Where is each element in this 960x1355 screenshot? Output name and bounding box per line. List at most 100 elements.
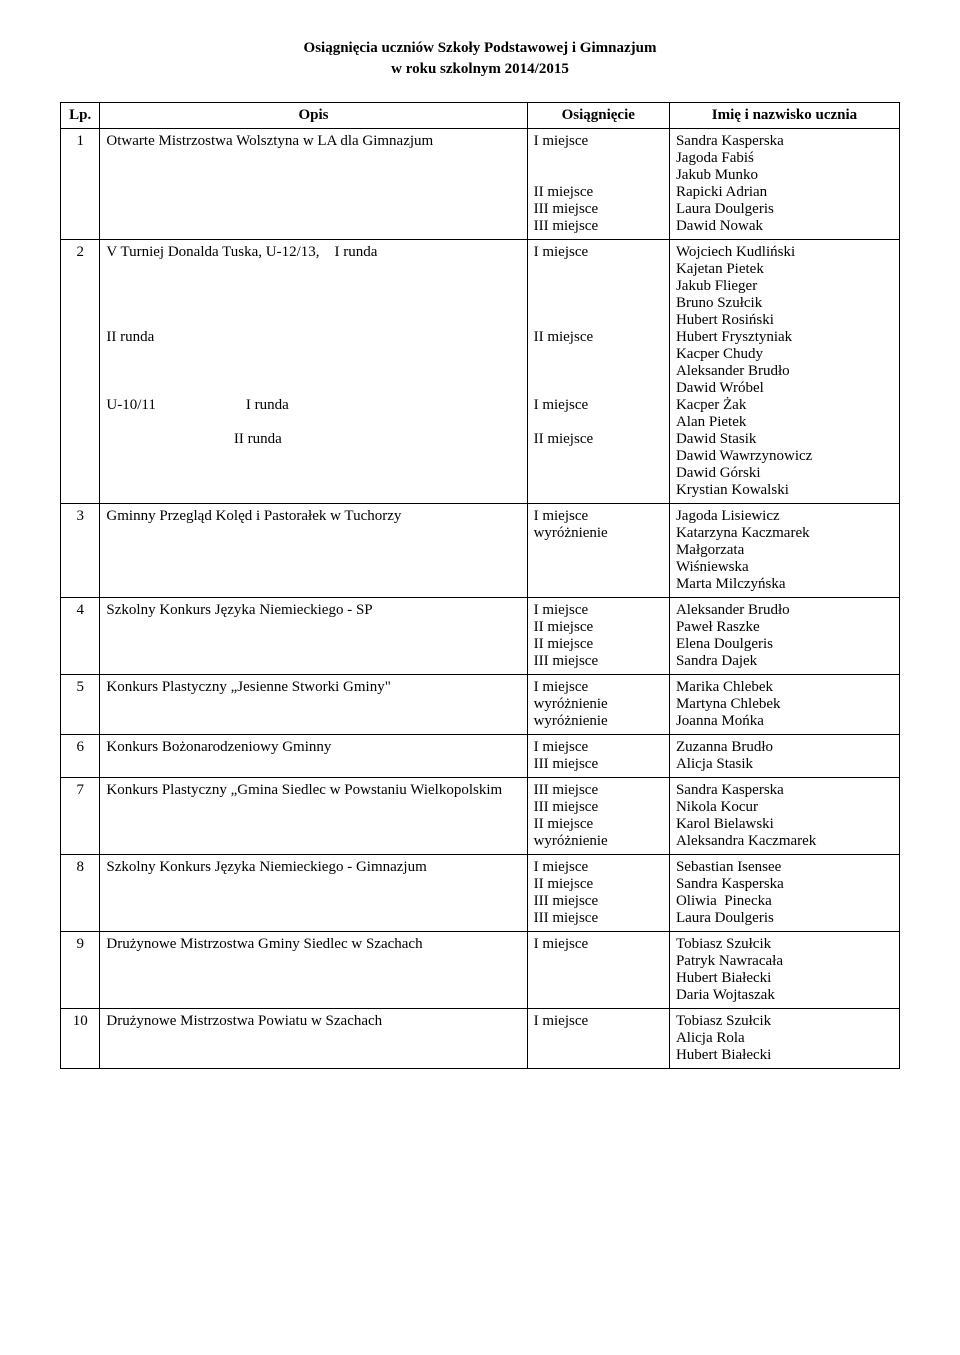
cell-imie-line: Laura Doulgeris [676,201,893,218]
table-row: 6 Konkurs Bożonarodzeniowy Gminny I miejsc… [61,735,900,778]
cell-osiagniecie-line: II miejsce [534,636,663,653]
table-body: 1Otwarte Mistrzostwa Wolsztyna w LA dla … [61,129,900,1069]
cell-imie-line: Elena Doulgeris [676,636,893,653]
cell-imie-line: Aleksander Brudło [676,363,893,380]
cell-osiagniecie: I miejsceII miejsceIII miejsceIII miejsc… [527,855,669,932]
cell-lp: 6 [61,735,100,778]
cell-imie-line: Małgorzata [676,542,893,559]
table-row: 9 Drużynowe Mistrzostwa Gminy Siedlec w S… [61,932,900,1009]
cell-opis: Konkurs Plastyczny „Gmina Siedlec w Pows… [100,778,527,855]
cell-osiagniecie: I miejscewyróżnieniewyróżnienie [527,675,669,735]
cell-imie-line: Jagoda Fabiś [676,150,893,167]
cell-opis: V Turniej Donalda Tuska, U-12/13, I rund… [100,240,527,504]
cell-lp: 1 [61,129,100,240]
cell-imie-line: Patryk Nawracała [676,953,893,970]
cell-opis: Gminny Przegląd Kolęd i Pastorałek w Tuc… [100,504,527,598]
cell-imie-line: Aleksandra Kaczmarek [676,833,893,850]
cell-imie-line: Bruno Szułcik [676,295,893,312]
cell-imie-line: Sandra Dajek [676,653,893,670]
cell-imie-line: Tobiasz Szułcik [676,1013,893,1030]
col-osiagniecie: Osiągnięcie [527,103,669,129]
cell-opis: Szkolny Konkurs Języka Niemieckiego - Gi… [100,855,527,932]
cell-osiagniecie-line: II miejsce [534,184,663,201]
cell-imie: Wojciech KudlińskiKajetan PietekJakub Fl… [669,240,899,504]
cell-imie-line: Katarzyna Kaczmarek [676,525,893,542]
cell-opis-line [106,346,520,363]
cell-osiagniecie-line: I miejsce [534,739,663,756]
cell-imie-line: Martyna Chlebek [676,696,893,713]
cell-opis-line [106,363,520,380]
cell-imie-line: Rapicki Adrian [676,184,893,201]
cell-imie-line: Hubert Rosiński [676,312,893,329]
cell-imie-line: Hubert Białecki [676,970,893,987]
cell-opis-line [106,414,520,431]
cell-osiagniecie-line: I miejsce [534,397,663,414]
cell-imie: Aleksander BrudłoPaweł RaszkeElena Doulg… [669,598,899,675]
cell-imie: Marika ChlebekMartyna ChlebekJoanna Mońk… [669,675,899,735]
cell-osiagniecie: III miejsceIII miejsceII miejscewyróżnie… [527,778,669,855]
cell-osiagniecie-line: III miejsce [534,893,663,910]
table-row: 5Konkurs Plastyczny „Jesienne Stworki Gm… [61,675,900,735]
table-row: 8 Szkolny Konkurs Języka Niemieckiego - G… [61,855,900,932]
cell-osiagniecie-line: II miejsce [534,329,663,346]
cell-osiagniecie-line: I miejsce [534,859,663,876]
cell-osiagniecie-line: III miejsce [534,799,663,816]
cell-imie-line: Wiśniewska [676,559,893,576]
cell-opis-line: Szkolny Konkurs Języka Niemieckiego - Gi… [106,859,520,876]
table-row: 3Gminny Przegląd Kolęd i Pastorałek w Tu… [61,504,900,598]
cell-imie-line: Wojciech Kudliński [676,244,893,261]
cell-imie-line: Nikola Kocur [676,799,893,816]
cell-opis-line: Szkolny Konkurs Języka Niemieckiego - SP [106,602,520,619]
cell-osiagniecie-line: wyróżnienie [534,696,663,713]
cell-imie-line: Dawid Wróbel [676,380,893,397]
cell-osiagniecie-line: I miejsce [534,133,663,150]
cell-osiagniecie-line [534,295,663,312]
cell-imie: Jagoda LisiewiczKatarzyna KaczmarekMałgo… [669,504,899,598]
cell-opis-line: II runda [106,431,520,448]
col-lp: Lp. [61,103,100,129]
cell-opis-line: Drużynowe Mistrzostwa Gminy Siedlec w Sz… [106,936,520,953]
cell-imie-line: Alicja Stasik [676,756,893,773]
cell-osiagniecie-line: II miejsce [534,619,663,636]
cell-osiagniecie: I miejsce II miejsceIII miejsceIII miejs… [527,129,669,240]
cell-imie-line: Karol Bielawski [676,816,893,833]
cell-osiagniecie-line: wyróżnienie [534,525,663,542]
cell-opis-line [106,312,520,329]
cell-imie-line: Hubert Białecki [676,1047,893,1064]
cell-opis-line [106,261,520,278]
table-header-row: Lp. Opis Osiągnięcie Imię i nazwisko ucz… [61,103,900,129]
col-opis: Opis [100,103,527,129]
cell-osiagniecie-line: I miejsce [534,936,663,953]
cell-opis-line: Konkurs Plastyczny „Gmina Siedlec w Pows… [106,782,520,799]
achievements-table: Lp. Opis Osiągnięcie Imię i nazwisko ucz… [60,102,900,1069]
cell-osiagniecie-line [534,414,663,431]
cell-osiagniecie-line [534,363,663,380]
cell-imie-line: Dawid Górski [676,465,893,482]
cell-osiagniecie-line: III miejsce [534,653,663,670]
cell-osiagniecie: I miejsce [527,932,669,1009]
table-row: 7Konkurs Plastyczny „Gmina Siedlec w Pow… [61,778,900,855]
cell-imie-line: Paweł Raszke [676,619,893,636]
cell-imie-line: Krystian Kowalski [676,482,893,499]
cell-osiagniecie-line: III miejsce [534,782,663,799]
cell-osiagniecie-line [534,167,663,184]
cell-osiagniecie-line: I miejsce [534,1013,663,1030]
cell-lp: 8 [61,855,100,932]
cell-osiagniecie-line [534,346,663,363]
cell-imie-line: Dawid Wawrzynowicz [676,448,893,465]
cell-opis: Konkurs Plastyczny „Jesienne Stworki Gmi… [100,675,527,735]
cell-imie-line: Dawid Nowak [676,218,893,235]
cell-imie-line: Alicja Rola [676,1030,893,1047]
cell-osiagniecie-line: II miejsce [534,431,663,448]
cell-osiagniecie: I miejsceII miejsceII miejsceIII miejsce [527,598,669,675]
cell-lp: 9 [61,932,100,1009]
cell-osiagniecie-line: I miejsce [534,244,663,261]
cell-imie-line: Kacper Chudy [676,346,893,363]
cell-osiagniecie-line [534,150,663,167]
cell-lp: 5 [61,675,100,735]
cell-imie-line: Oliwia Pinecka [676,893,893,910]
cell-imie-line: Sandra Kasperska [676,876,893,893]
table-row: 1Otwarte Mistrzostwa Wolsztyna w LA dla … [61,129,900,240]
cell-imie-line: Daria Wojtaszak [676,987,893,1004]
cell-opis-line: Konkurs Bożonarodzeniowy Gminny [106,739,520,756]
